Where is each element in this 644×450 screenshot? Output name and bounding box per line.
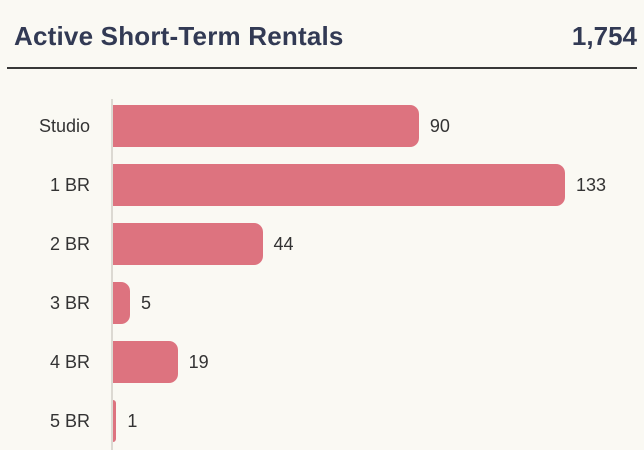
chart-row: 4 BR 19 — [0, 341, 644, 383]
category-label: 5 BR — [49, 410, 90, 431]
chart-row: 3 BR 5 — [0, 282, 644, 324]
widget-title: Active Short-Term Rentals — [14, 21, 344, 51]
bar-value-label: 133 — [576, 174, 607, 195]
bar-chart: Studio 90 1 BR 133 2 BR 44 3 BR — [0, 99, 644, 450]
header-divider — [7, 67, 637, 69]
chart-row: 1 BR 133 — [0, 164, 644, 206]
category-label: 2 BR — [49, 233, 90, 254]
bar-value-label: 90 — [429, 115, 450, 136]
bar-5br[interactable] — [113, 400, 117, 442]
y-axis-line — [111, 99, 113, 450]
bar-3br[interactable] — [113, 282, 130, 324]
bar-4br[interactable] — [113, 341, 178, 383]
bar-value-label: 19 — [188, 351, 209, 372]
category-label: Studio — [38, 115, 90, 136]
bar-studio[interactable] — [113, 105, 419, 147]
chart-row: 5 BR 1 — [0, 400, 644, 442]
bar-2br[interactable] — [113, 223, 263, 265]
widget-header: Active Short-Term Rentals 1,754 — [0, 0, 644, 52]
bar-1br[interactable] — [113, 164, 565, 206]
category-label: 3 BR — [49, 292, 90, 313]
bar-value-label: 5 — [141, 292, 152, 313]
category-label: 4 BR — [49, 351, 90, 372]
chart-row: 2 BR 44 — [0, 223, 644, 265]
chart-row: Studio 90 — [0, 105, 644, 147]
bar-value-label: 44 — [273, 233, 294, 254]
category-label: 1 BR — [49, 174, 90, 195]
bar-value-label: 1 — [127, 410, 138, 431]
total-count: 1,754 — [571, 21, 637, 51]
